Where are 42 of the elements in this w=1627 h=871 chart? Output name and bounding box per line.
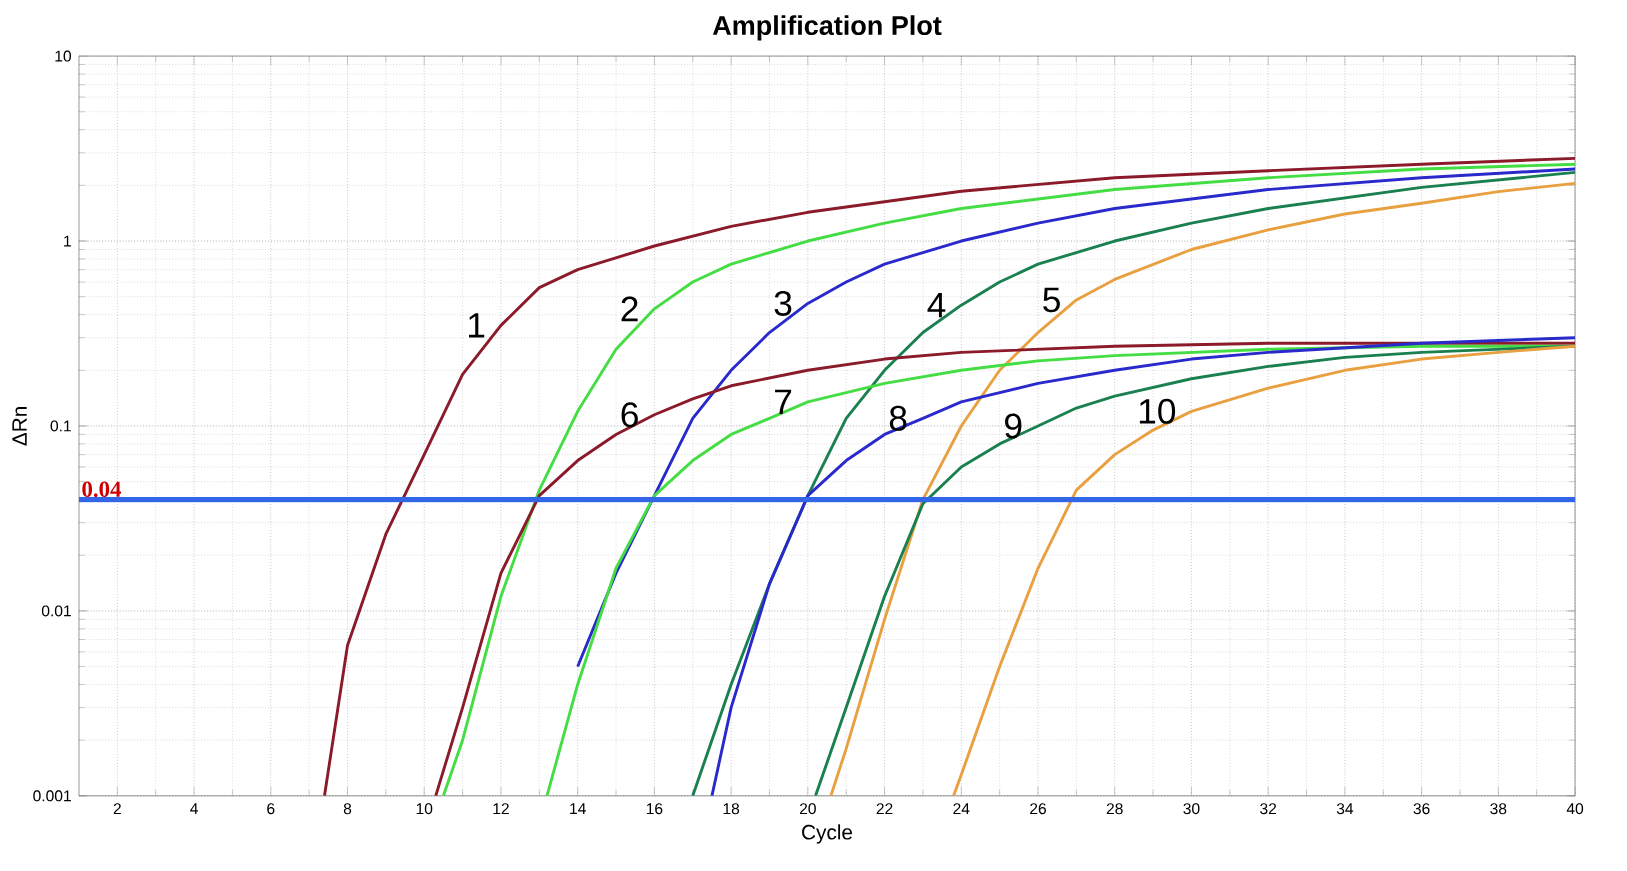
y-tick-label: 0.01 bbox=[41, 605, 71, 617]
x-axis-title: Cycle bbox=[802, 824, 853, 844]
x-tick-label: 22 bbox=[876, 803, 893, 815]
x-tick-label: 10 bbox=[416, 803, 433, 815]
x-tick-label: 8 bbox=[343, 803, 352, 815]
x-tick-label: 14 bbox=[570, 803, 586, 815]
y-tick-label: 1 bbox=[64, 235, 71, 247]
line-series bbox=[576, 167, 1576, 669]
x-tick-label: 32 bbox=[1260, 803, 1277, 815]
chart-title: Amplification Plot bbox=[712, 15, 942, 41]
annotation: 9 bbox=[1005, 413, 1022, 439]
x-tick-label: 30 bbox=[1183, 803, 1200, 815]
annotation: 3 bbox=[774, 291, 792, 317]
x-tick-label: 34 bbox=[1336, 803, 1354, 815]
annotation: 7 bbox=[775, 389, 792, 415]
x-tick-label: 26 bbox=[1030, 803, 1046, 815]
annotation: 6 bbox=[621, 402, 638, 428]
x-tick-label: 2 bbox=[113, 803, 121, 815]
x-tick-label: 6 bbox=[267, 803, 275, 815]
x-tick-label: 28 bbox=[1106, 803, 1123, 815]
y-tick-label: 0.1 bbox=[50, 420, 71, 432]
x-tick-label: 12 bbox=[493, 803, 509, 815]
x-tick-label: 16 bbox=[646, 803, 663, 815]
line-series bbox=[829, 182, 1576, 797]
y-tick-label: 0.001 bbox=[33, 790, 71, 802]
annotation: 8 bbox=[889, 405, 907, 432]
y-axis-title: ΔRn bbox=[12, 407, 27, 446]
ref-line-label: 0.04 bbox=[82, 481, 122, 498]
line-series bbox=[952, 344, 1576, 797]
annotation: 5 bbox=[1043, 287, 1060, 313]
annotation: 1 bbox=[469, 313, 485, 338]
y-tick-label: 10 bbox=[55, 50, 72, 62]
x-tick-label: 36 bbox=[1413, 803, 1430, 815]
x-tick-label: 40 bbox=[1566, 803, 1584, 815]
annotation: 4 bbox=[927, 293, 946, 318]
x-tick-label: 20 bbox=[799, 803, 816, 815]
x-tick-label: 24 bbox=[953, 803, 970, 815]
x-tick-label: 4 bbox=[190, 803, 198, 815]
annotation: 10 bbox=[1139, 399, 1176, 425]
x-tick-label: 18 bbox=[723, 803, 740, 815]
x-tick-label: 38 bbox=[1490, 803, 1507, 815]
annotation: 2 bbox=[621, 296, 638, 322]
